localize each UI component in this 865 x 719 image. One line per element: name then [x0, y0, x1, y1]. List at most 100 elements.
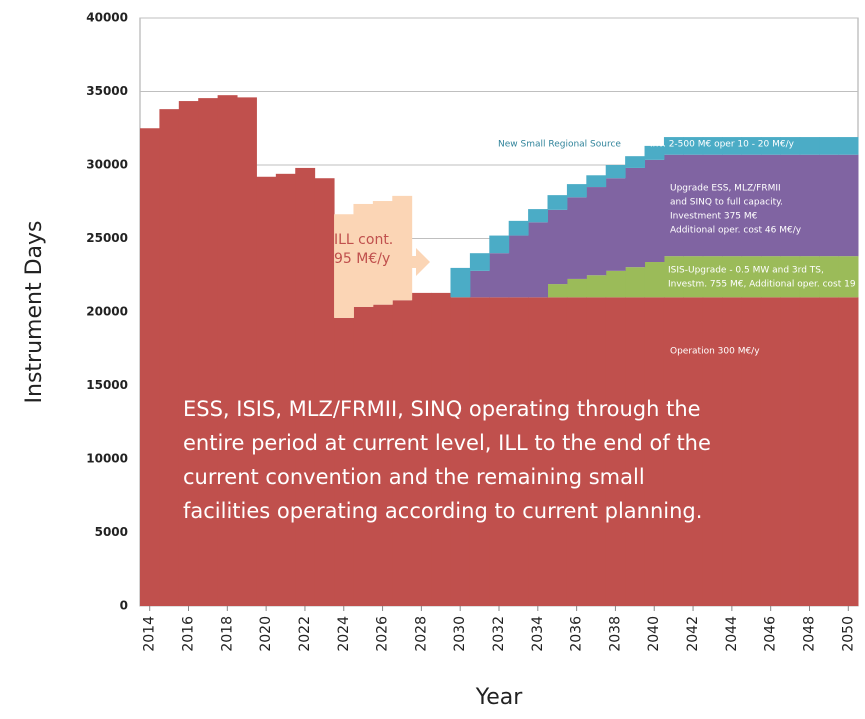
step-bar: [528, 222, 549, 298]
x-tick-label: 2032: [491, 616, 507, 652]
step-bar: [741, 154, 762, 257]
step-bar: [741, 256, 762, 298]
y-tick-label: 25000: [86, 231, 128, 245]
step-bar: [644, 145, 665, 160]
step-bar: [819, 256, 840, 298]
y-tick-label: 10000: [86, 452, 128, 466]
step-bar: [644, 297, 665, 606]
step-bar: [334, 214, 354, 318]
step-bar: [547, 209, 568, 285]
x-tick-label: 2030: [452, 616, 468, 652]
step-bar: [198, 98, 219, 607]
step-bar: [547, 284, 568, 298]
x-tick-label: 2016: [181, 616, 197, 652]
step-bar: [140, 128, 160, 606]
step-bar: [566, 184, 587, 198]
step-bar: [644, 159, 665, 263]
step-bar: [489, 297, 510, 606]
step-bar: [625, 297, 646, 606]
step-bar: [780, 297, 801, 606]
annotation: ESS, ISIS, MLZ/FRMII, SINQ operating thr…: [183, 397, 701, 421]
series-label: 95 M€/y: [334, 251, 390, 267]
step-bar: [625, 156, 646, 168]
series-label: and SINQ to full capacity.: [670, 198, 783, 208]
series-label: New Small Regional Source: [498, 140, 621, 150]
step-bar: [683, 256, 704, 298]
x-tick-label: 2046: [763, 616, 779, 652]
step-bar: [760, 137, 781, 155]
step-bar: [508, 220, 529, 236]
step-bar: [275, 173, 296, 606]
x-tick-label: 2036: [569, 616, 585, 652]
step-bar: [838, 137, 859, 155]
step-bar: [586, 175, 607, 188]
step-bar: [547, 195, 568, 210]
step-bar: [586, 297, 607, 606]
step-bar: [819, 297, 840, 606]
step-bar: [450, 267, 471, 298]
step-bar: [722, 154, 743, 257]
y-tick-label: 35000: [86, 84, 128, 98]
y-tick-label: 40000: [86, 11, 128, 25]
y-tick-label: 0: [120, 599, 128, 613]
step-bar: [372, 201, 393, 305]
annotation: Inv. 2-500 M€ oper 10 - 20 M€/y: [650, 140, 795, 150]
step-bar: [838, 154, 859, 257]
step-bar: [780, 154, 801, 257]
step-bar: [760, 297, 781, 606]
step-bar: [528, 209, 549, 223]
step-bar: [702, 256, 723, 298]
step-bar: [819, 154, 840, 257]
x-tick-label: 2018: [219, 616, 235, 652]
series-label: Investment 375 M€: [670, 212, 758, 222]
step-bar: [159, 109, 180, 606]
step-bar: [605, 270, 626, 298]
x-tick-label: 2042: [685, 616, 701, 652]
y-tick-label: 20000: [86, 305, 128, 319]
step-bar: [838, 256, 859, 298]
step-bar: [780, 256, 801, 298]
series-label: Additional oper. cost 46 M€/y: [670, 226, 802, 236]
step-bar: [353, 306, 374, 606]
x-tick-label: 2020: [258, 616, 274, 652]
step-bar: [683, 297, 704, 606]
x-tick-label: 2022: [297, 616, 313, 652]
y-tick-label: 15000: [86, 378, 128, 392]
step-bar: [295, 167, 316, 606]
step-bar: [799, 154, 820, 257]
step-bar: [566, 278, 587, 298]
step-bar: [334, 317, 354, 606]
step-bar: [722, 137, 743, 155]
step-bar: [838, 297, 859, 606]
step-bar: [392, 195, 413, 301]
step-bar: [217, 95, 238, 607]
annotation: entire period at current level, ILL to t…: [183, 431, 711, 455]
step-bar: [372, 304, 393, 606]
x-tick-label: 2038: [607, 616, 623, 652]
x-tick-label: 2044: [724, 616, 740, 652]
step-bar: [256, 176, 277, 606]
step-bar: [353, 203, 374, 307]
step-bar: [508, 297, 529, 606]
step-bar: [508, 235, 529, 298]
y-tick-label: 30000: [86, 158, 128, 172]
step-bar: [489, 253, 510, 298]
step-bar: [663, 154, 684, 257]
x-tick-label: 2026: [375, 616, 391, 652]
x-tick-label: 2028: [413, 616, 429, 652]
x-axis-label: Year: [475, 685, 524, 710]
step-bar: [605, 165, 626, 179]
step-bar: [702, 297, 723, 606]
step-bar: [722, 297, 743, 606]
step-bar: [663, 297, 684, 606]
y-axis-label: Instrument Days: [22, 221, 47, 404]
step-bar: [605, 297, 626, 606]
series-label: Upgrade ESS, MLZ/FRMII: [670, 184, 781, 194]
step-bar: [237, 97, 257, 606]
step-bar: [566, 197, 587, 279]
x-tick-label: 2034: [530, 616, 546, 652]
x-tick-label: 2048: [801, 616, 817, 652]
step-bar: [586, 275, 607, 298]
